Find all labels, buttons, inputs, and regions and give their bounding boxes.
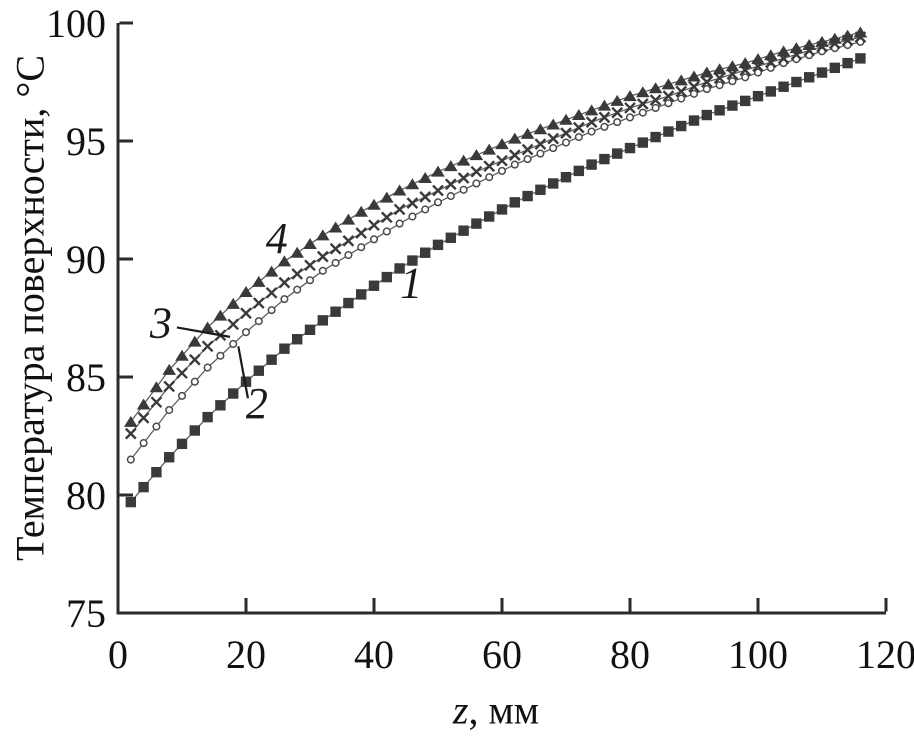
series-line (130, 41, 861, 460)
curve-label-4: 4 (266, 214, 288, 263)
curve-label-leader-3 (176, 326, 231, 338)
series-1-filled-square (125, 53, 866, 508)
x-tick-label: 100 (728, 632, 788, 677)
x-tick-label: 0 (108, 632, 128, 677)
series-4-filled-triangle (124, 26, 868, 427)
y-tick-label: 75 (66, 591, 106, 636)
curve-label-1: 1 (400, 259, 422, 308)
series-3-cross (124, 31, 867, 440)
y-tick-label: 100 (46, 1, 106, 46)
series-2-open-circle (126, 37, 865, 464)
x-axis-variable: z (452, 687, 469, 733)
y-tick-label: 85 (66, 355, 106, 400)
y-tick-label: 80 (66, 473, 106, 518)
x-axis: 0 20 40 60 80 100 120 (108, 598, 914, 677)
y-tick-label: 90 (66, 237, 106, 282)
series-line (130, 57, 861, 503)
x-tick-label: 20 (226, 632, 266, 677)
curve-label-2: 2 (246, 379, 268, 428)
curve-labels: 1 2 3 4 (149, 214, 422, 428)
series-line (130, 31, 861, 423)
x-axis-title: z, мм (453, 687, 539, 734)
curve-label-3: 3 (149, 299, 172, 348)
x-tick-label: 60 (482, 632, 522, 677)
curve-label-leader-2 (237, 346, 250, 399)
series-line (130, 36, 861, 435)
x-tick-label: 120 (856, 632, 914, 677)
x-tick-label: 40 (354, 632, 394, 677)
x-axis-unit: , мм (468, 687, 540, 733)
y-axis: 75 80 85 90 95 100 (46, 1, 133, 636)
y-axis-title: Температура поверхности, °C (7, 54, 53, 562)
y-tick-label: 95 (66, 119, 106, 164)
x-tick-label: 80 (610, 632, 650, 677)
